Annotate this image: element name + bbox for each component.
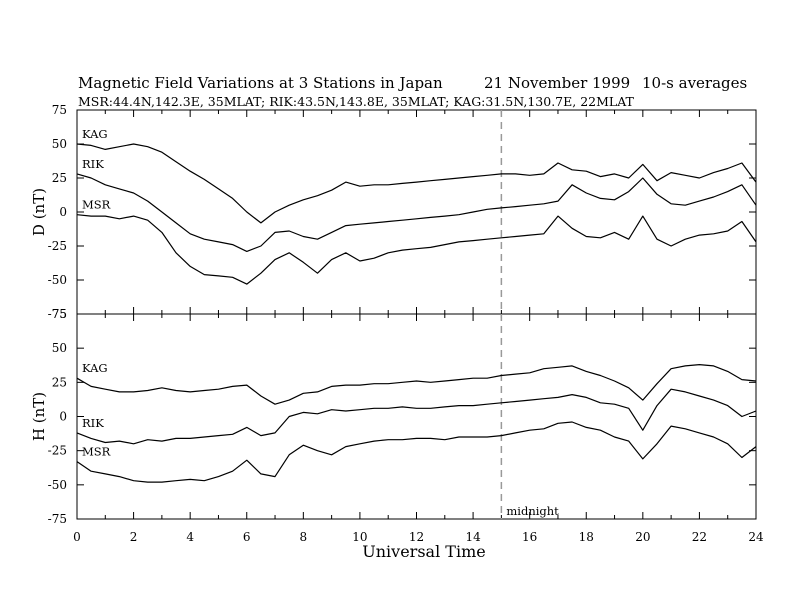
chart-averaging: 10-s averages bbox=[642, 74, 747, 92]
x-tick-label: 10 bbox=[352, 530, 367, 544]
station-info: MSR:44.4N,142.3E, 35MLAT; RIK:43.5N,143.… bbox=[78, 94, 635, 109]
d-panel-frame bbox=[76, 109, 757, 315]
x-tick-label: 14 bbox=[465, 530, 481, 544]
x-tick-label: 24 bbox=[748, 530, 764, 544]
h-y-tick-label: -75 bbox=[48, 512, 67, 526]
d-y-tick-label: -25 bbox=[48, 239, 67, 253]
h-series-msr bbox=[76, 421, 757, 483]
chart-panels: 75 50 25 0 -25 -50 -75 D (nT) KAG RIK MSR 75 50 25 0 -2… bbox=[30, 103, 764, 544]
x-tick-label: 20 bbox=[635, 530, 650, 544]
x-tick-label: 2 bbox=[130, 530, 138, 544]
x-tick-label: 12 bbox=[409, 530, 424, 544]
chart-title: Magnetic Field Variations at 3 Stations … bbox=[78, 74, 443, 92]
d-series-rik bbox=[76, 173, 757, 252]
d-y-axis-label: D (nT) bbox=[30, 188, 48, 236]
h-y-tick-label: 25 bbox=[52, 375, 67, 389]
x-axis-label: Universal Time bbox=[362, 542, 485, 561]
d-y-tick-label: 50 bbox=[52, 137, 67, 151]
h-y-tick-label: -25 bbox=[48, 444, 67, 458]
d-y-tick-label: 25 bbox=[52, 171, 67, 185]
x-tick-label: 16 bbox=[522, 530, 537, 544]
d-series-msr bbox=[76, 214, 757, 285]
x-tick-label: 18 bbox=[579, 530, 594, 544]
d-y-tick-label: -50 bbox=[48, 273, 67, 287]
x-tick-label: 0 bbox=[73, 530, 81, 544]
x-tick-label: 8 bbox=[300, 530, 308, 544]
d-y-tick-label: 0 bbox=[59, 205, 67, 219]
h-series-label-kag: KAG bbox=[82, 361, 108, 375]
h-series-kag bbox=[76, 364, 757, 405]
h-series-label-rik: RIK bbox=[82, 416, 104, 430]
chart-date: 21 November 1999 bbox=[484, 74, 630, 92]
d-series-label-msr: MSR bbox=[82, 198, 111, 212]
d-series-label-kag: KAG bbox=[82, 127, 108, 141]
h-panel-frame bbox=[76, 313, 757, 520]
d-series-label-rik: RIK bbox=[82, 157, 104, 171]
h-series-label-msr: MSR bbox=[82, 445, 111, 459]
h-y-tick-label: 0 bbox=[59, 410, 67, 424]
d-y-tick-label: -75 bbox=[48, 307, 67, 321]
h-y-tick-label: -50 bbox=[48, 478, 67, 492]
d-series-kag bbox=[76, 143, 757, 224]
h-y-tick-label: 50 bbox=[52, 341, 67, 355]
midnight-label: midnight bbox=[506, 504, 559, 518]
h-series-rik bbox=[76, 388, 757, 445]
x-tick-label: 6 bbox=[243, 530, 251, 544]
d-y-tick-label: 75 bbox=[52, 103, 67, 117]
x-tick-label: 4 bbox=[186, 530, 194, 544]
x-tick-label: 22 bbox=[692, 530, 707, 544]
h-y-tick-label: 75 bbox=[52, 307, 67, 321]
h-y-axis-label: H (nT) bbox=[30, 392, 48, 441]
